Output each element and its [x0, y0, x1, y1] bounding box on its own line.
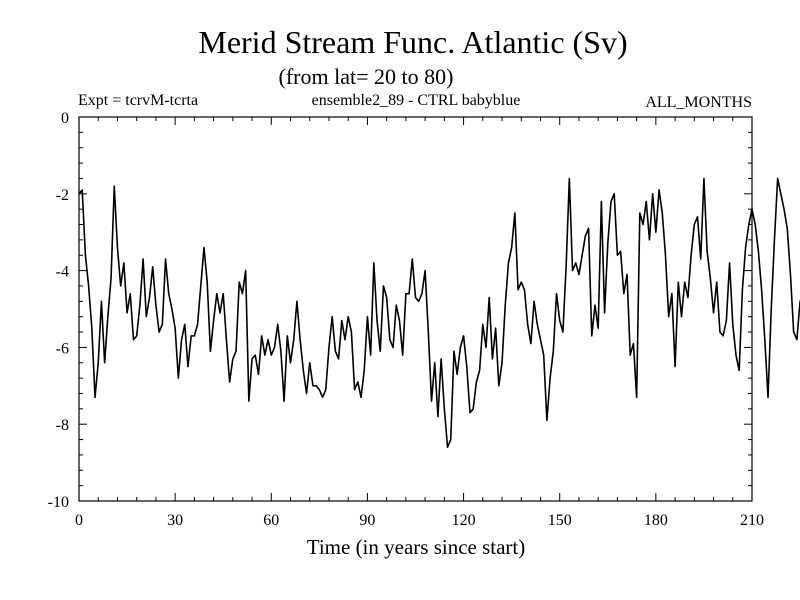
chart-title: Merid Stream Func. Atlantic (Sv)	[198, 24, 627, 60]
x-tick-label: 0	[75, 512, 83, 529]
y-tick-label: -10	[48, 494, 69, 511]
y-tick-label: 0	[61, 110, 69, 127]
x-tick-label: 90	[359, 512, 375, 529]
x-tick-label: 150	[548, 512, 572, 529]
months-label: ALL_MONTHS	[645, 94, 752, 111]
x-tick-label: 210	[740, 512, 764, 529]
axis-ticks	[78, 116, 753, 502]
y-tick-label: -2	[56, 187, 69, 204]
y-tick-label: -6	[56, 340, 69, 357]
x-tick-label: 30	[167, 512, 183, 529]
plot-frame	[78, 116, 753, 502]
series-line	[78, 177, 800, 449]
y-tick-label: -4	[56, 264, 69, 281]
x-axis-title: Time (in years since start)	[307, 535, 526, 559]
experiment-label: Expt = tcrvM-tcrta	[78, 92, 198, 109]
y-tick-label: -8	[56, 417, 69, 434]
x-tick-label: 120	[452, 512, 476, 529]
x-tick-label: 60	[263, 512, 279, 529]
tick-labels: 0 30 60 90 120 150 180 210 0 -2 -4 -6 -8 -10	[48, 110, 764, 529]
chart-subtitle: (from lat= 20 to 80)	[279, 64, 454, 89]
ensemble-label: ensemble2_89 - CTRL babyblue	[312, 92, 521, 109]
x-tick-label: 180	[644, 512, 668, 529]
series-layer	[78, 177, 800, 449]
